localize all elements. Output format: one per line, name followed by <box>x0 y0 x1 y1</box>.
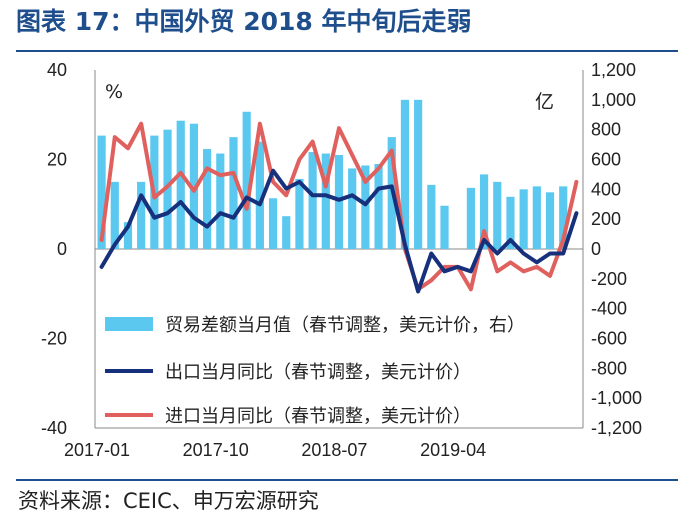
bar-trade-balance <box>414 99 423 249</box>
bar-trade-balance <box>374 163 383 249</box>
right-tick-label: 600 <box>591 150 621 170</box>
left-tick-label: -40 <box>41 418 67 438</box>
bar-trade-balance <box>137 181 146 249</box>
left-tick-label: 0 <box>57 239 67 259</box>
bar-trade-balance <box>506 196 515 249</box>
right-tick-label: -600 <box>591 329 627 349</box>
bar-trade-balance <box>479 174 489 249</box>
left-tick-label: 20 <box>47 150 67 170</box>
left-tick-label: -20 <box>41 329 67 349</box>
right-tick-label: 200 <box>591 209 621 229</box>
legend: 贸易差额当月值（春节调整，美元计价，右） 出口当月同比（春节调整，美元计价） 进… <box>105 315 525 427</box>
bar-trade-balance <box>308 152 317 249</box>
source-note: 资料来源：CEIC、申万宏源研究 <box>18 489 319 513</box>
bar-trade-balance <box>282 216 291 249</box>
bar-trade-balance <box>268 198 278 249</box>
bar-trade-balance <box>519 189 528 249</box>
bar-trade-balance <box>361 165 370 249</box>
bar-trade-balance <box>295 178 304 249</box>
bar-trade-balance <box>532 186 541 249</box>
legend-label-trade-balance: 贸易差额当月值（春节调整，美元计价，右） <box>165 315 525 336</box>
bar-trade-balance <box>466 187 475 249</box>
chart-title: 图表 17：中国外贸 2018 年中旬后走弱 <box>16 7 472 36</box>
title-underline <box>16 50 678 52</box>
line-series-layer <box>99 121 579 294</box>
right-tick-label: 0 <box>591 239 601 259</box>
series-line-import <box>99 121 579 292</box>
right-tick-label: -1,000 <box>591 388 642 408</box>
bar-trade-balance <box>189 123 199 249</box>
right-tick-label: -800 <box>591 358 627 378</box>
left-tick-label: 40 <box>47 60 67 80</box>
bar-trade-balance <box>493 181 502 249</box>
x-tick-label: 2018-07 <box>301 440 367 460</box>
bar-trade-balance <box>216 153 225 249</box>
bar-trade-balance <box>334 155 344 249</box>
bar-trade-balance <box>440 205 449 249</box>
legend-label-import: 进口当月同比（春节调整，美元计价） <box>165 406 471 427</box>
x-tick-label: 2019-04 <box>420 440 486 460</box>
bar-trade-balance <box>348 168 357 249</box>
right-axis-unit: 亿 <box>535 91 554 113</box>
bar-trade-balance <box>97 135 106 249</box>
tick-label-layer: -40-2002040-1,200-1,000-800-600-400-2000… <box>41 60 642 460</box>
x-tick-label: 2017-01 <box>64 440 130 460</box>
bar-trade-balance <box>427 184 436 249</box>
bar-trade-balance <box>400 99 410 249</box>
right-tick-label: 1,200 <box>591 60 636 80</box>
right-tick-label: -1,200 <box>591 418 642 438</box>
right-tick-label: -400 <box>591 299 627 319</box>
bar-trade-balance <box>110 181 119 249</box>
source-divider <box>16 479 678 481</box>
x-tick-label: 2017-10 <box>183 440 249 460</box>
bar-trade-balance <box>321 153 330 249</box>
bar-trade-balance <box>255 141 264 249</box>
bar-trade-balance <box>559 186 568 249</box>
legend-swatch-trade-balance <box>105 317 153 331</box>
bar-trade-balance <box>123 222 133 249</box>
left-axis-unit: % <box>105 81 123 103</box>
bar-trade-balance <box>176 120 185 249</box>
right-tick-label: 1,000 <box>591 90 636 110</box>
series-line-export <box>99 168 579 294</box>
bar-trade-balance <box>242 111 251 250</box>
right-tick-label: 400 <box>591 179 621 199</box>
right-tick-label: -200 <box>591 269 627 289</box>
legend-label-export: 出口当月同比（春节调整，美元计价） <box>165 362 471 383</box>
bar-series-layer <box>97 99 568 250</box>
bar-trade-balance <box>229 137 238 249</box>
bar-trade-balance <box>545 192 555 249</box>
bar-trade-balance <box>163 129 172 249</box>
bar-trade-balance <box>203 149 212 249</box>
right-tick-label: 800 <box>591 120 621 140</box>
